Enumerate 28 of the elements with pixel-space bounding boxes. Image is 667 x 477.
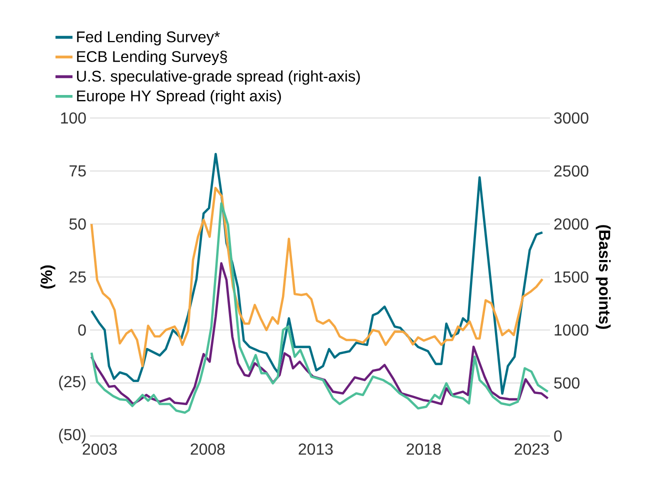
line-series <box>90 202 549 414</box>
x-tick-label: 2023 <box>514 444 549 455</box>
x-tick-label: 2008 <box>190 444 225 455</box>
x-tick-label: 2013 <box>298 444 333 455</box>
y-tick-label: 0 <box>78 324 86 336</box>
y-tick-label: (50) <box>59 428 86 444</box>
x-tick-label: 2003 <box>82 444 117 455</box>
y-tick-label: 75 <box>70 165 86 177</box>
legend-label: ECB Lending Survey§ <box>77 50 227 66</box>
y-tick-label: 25 <box>70 271 86 283</box>
y2-tick-label: 1000 <box>554 324 588 336</box>
legend-label: U.S. speculative-grade spread (right-axis) <box>77 70 360 85</box>
y2-tick-label: 0 <box>554 430 562 442</box>
y-tick-label: 100 <box>61 112 86 124</box>
y-tick-label: 50 <box>69 218 86 230</box>
line-series <box>90 186 544 368</box>
y-axis-title: (%) <box>40 265 56 289</box>
y-tick-label: (25) <box>59 376 86 390</box>
y2-tick-label: 1500 <box>554 271 588 283</box>
y2-tick-label: 2000 <box>554 218 588 230</box>
legend-label: Fed Lending Survey* <box>77 30 220 46</box>
line-series <box>90 262 549 406</box>
y2-tick-label: 2500 <box>554 165 588 177</box>
y2-tick-label: 500 <box>554 377 580 389</box>
x-tick-label: 2018 <box>406 444 441 455</box>
y2-axis-title: (Basis points) <box>596 225 611 329</box>
y2-tick-label: 3000 <box>554 112 588 124</box>
legend-label: Europe HY Spread (right axis) <box>77 90 281 104</box>
